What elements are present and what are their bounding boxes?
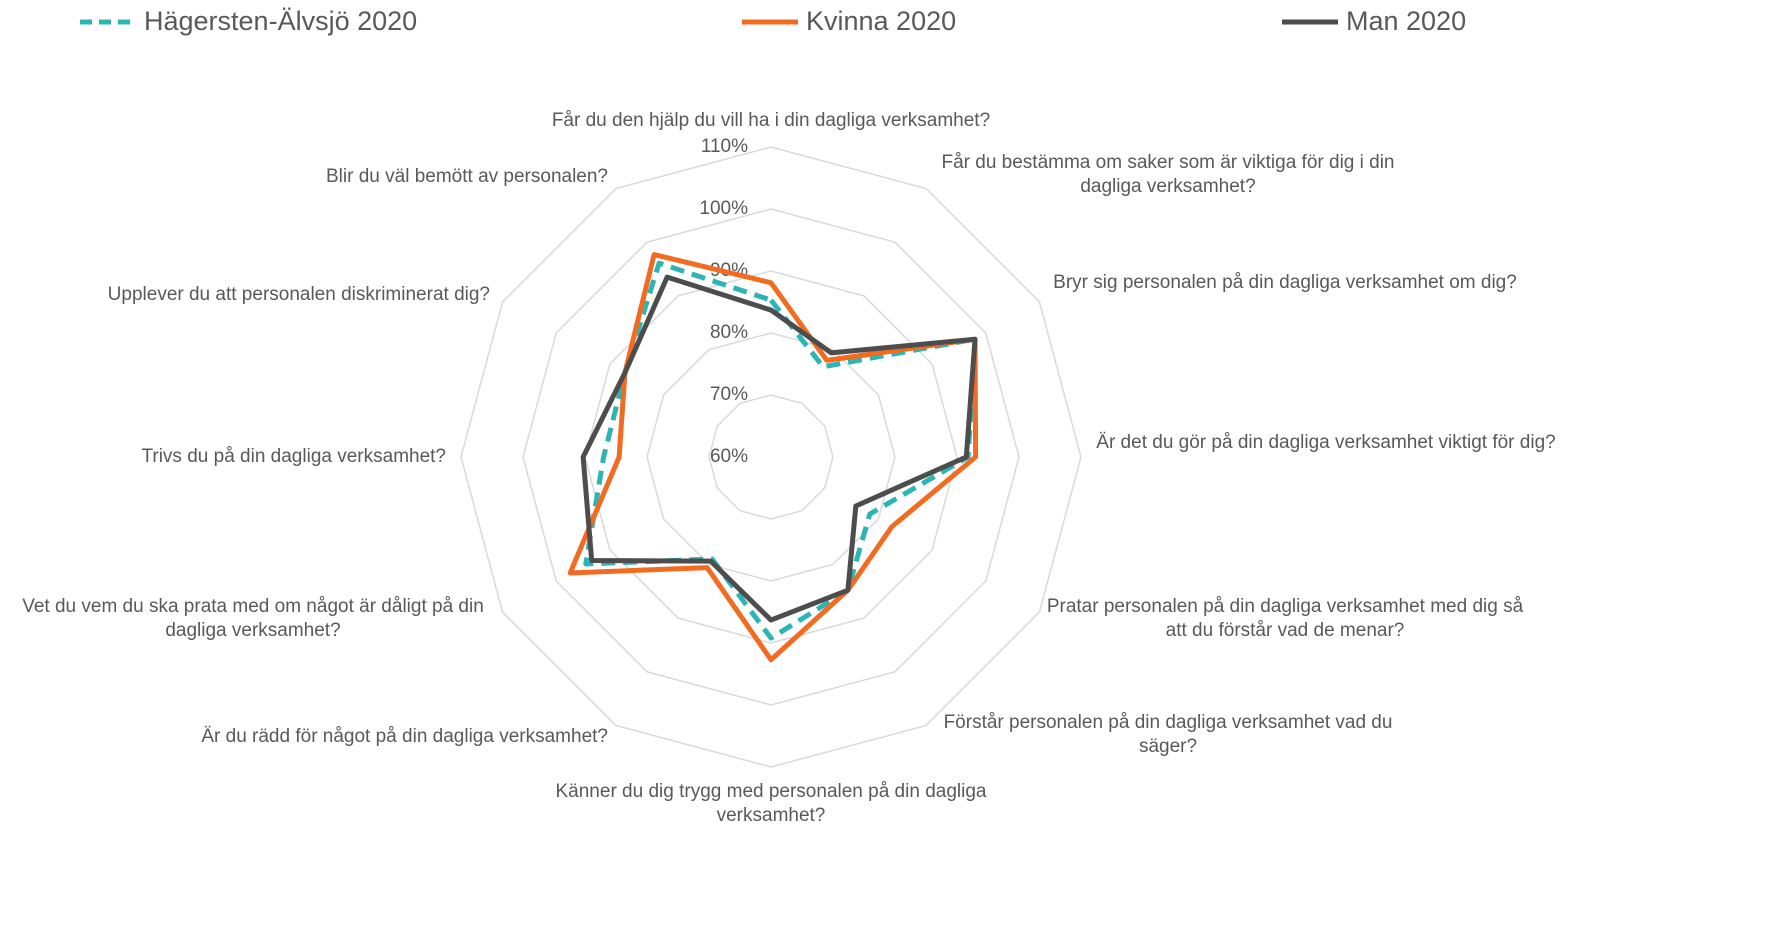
grid-ring <box>708 394 834 520</box>
category-label: Får du den hjälp du vill ha i din daglig… <box>551 110 991 131</box>
category-label: Förstår personalen på din dagliga verksa… <box>943 712 1393 757</box>
category-label: Är det du gör på din dagliga verksamhet … <box>1096 432 1556 453</box>
tick-label: 70% <box>710 384 748 405</box>
category-label: Vet du vem du ska prata med om något är … <box>22 596 484 641</box>
category-label: Upplever du att personalen diskriminerat… <box>107 284 490 305</box>
grid-ring <box>460 146 1082 768</box>
category-label: Får du bestämma om saker som är viktiga … <box>941 152 1395 197</box>
grid-ring <box>584 270 958 644</box>
series-line <box>567 252 979 663</box>
tick-label: 100% <box>699 198 748 219</box>
category-label: Pratar personalen på din dagliga verksam… <box>1046 596 1524 641</box>
grid-ring <box>646 332 896 582</box>
category-label: Känner du dig trygg med personalen på di… <box>555 781 987 826</box>
legend-label: Man 2020 <box>1346 6 1467 36</box>
category-label: Blir du väl bemött av personalen? <box>326 166 608 187</box>
tick-label: 110% <box>701 136 748 157</box>
legend-label: Hägersten-Älvsjö 2020 <box>144 6 418 36</box>
tick-label: 60% <box>710 446 748 467</box>
tick-label: 80% <box>710 322 748 343</box>
category-label: Är du rädd för något på din dagliga verk… <box>201 726 608 747</box>
grid-ring <box>522 208 1020 706</box>
legend-label: Kvinna 2020 <box>806 6 957 36</box>
category-label: Trivs du på din dagliga verksamhet? <box>141 446 446 467</box>
category-label: Bryr sig personalen på din dagliga verks… <box>1053 272 1517 293</box>
series-line <box>580 274 978 623</box>
